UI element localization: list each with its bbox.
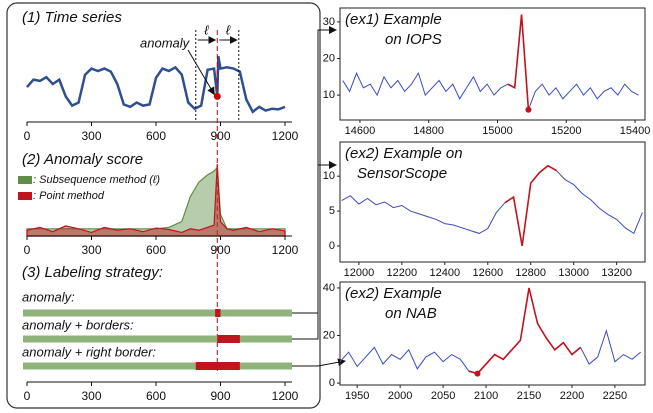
x-tick-label: 14800 — [413, 125, 444, 137]
x-tick-label: 12200 — [387, 267, 418, 279]
plot-frame — [339, 281, 646, 386]
anomaly-point — [525, 106, 532, 113]
y-tick-label: 10 — [323, 170, 335, 182]
y-tick-label: 40 — [323, 282, 335, 294]
x-tick-label: 600 — [146, 389, 166, 403]
x-tick-label: 1200 — [272, 243, 299, 257]
anomaly-label: anomaly — [140, 35, 191, 50]
series-line — [468, 287, 582, 375]
x-tick-label: 12000 — [344, 267, 375, 279]
x-tick-label: 15400 — [620, 125, 651, 137]
x-tick-label: 15200 — [551, 125, 582, 137]
x-tick-label: 0 — [24, 129, 31, 143]
y-tick-label: 20 — [323, 52, 335, 64]
x-tick-label: 900 — [210, 389, 230, 403]
label-bar — [23, 362, 292, 370]
left-panel — [6, 2, 321, 409]
row-label: anomaly: — [22, 289, 75, 304]
series-line — [342, 14, 639, 110]
x-tick-label: 13200 — [601, 267, 632, 279]
x-tick-label: 2150 — [517, 390, 541, 402]
series-area — [26, 163, 286, 237]
window-label: ℓ — [226, 22, 231, 37]
y-tick-label: 0 — [329, 377, 335, 389]
arrow — [292, 358, 346, 367]
chart-title: (2) Anomaly score — [22, 151, 143, 168]
x-tick-label: 600 — [146, 129, 166, 143]
x-tick-label: 2250 — [603, 390, 627, 402]
legend-label: : Subsequence method (ℓ) — [33, 174, 160, 186]
chart-title: on NAB — [385, 305, 437, 322]
chart-title: (3) Labeling strategy: — [22, 264, 163, 281]
x-tick-label: 0 — [24, 243, 31, 257]
arrow — [292, 161, 337, 340]
legend-swatch — [18, 192, 32, 200]
x-tick-label: 900 — [210, 129, 230, 143]
legend-swatch — [18, 176, 32, 184]
y-tick-label: 0 — [329, 240, 335, 252]
plot-frame — [339, 141, 646, 263]
x-tick-label: 1950 — [345, 390, 369, 402]
anomaly-segment — [195, 362, 240, 370]
x-tick-label: 13000 — [558, 267, 589, 279]
window-label: ℓ — [204, 22, 209, 37]
x-tick-label: 12600 — [472, 267, 503, 279]
chart-title: (ex1) Example — [345, 11, 442, 28]
anomaly-pointer — [187, 49, 215, 96]
y-tick-label: 10 — [323, 89, 335, 101]
x-tick-label: 300 — [81, 389, 101, 403]
anomaly-point — [474, 370, 481, 377]
x-tick-label: 600 — [146, 243, 166, 257]
anomaly-segment — [215, 309, 221, 317]
y-tick-label: 20 — [323, 329, 335, 341]
x-tick-label: 12400 — [430, 267, 461, 279]
x-tick-label: 14600 — [345, 125, 376, 137]
anomaly-point — [213, 92, 221, 100]
row-label: anomaly + right border: — [22, 344, 156, 359]
label-bar — [23, 335, 292, 343]
series-line — [26, 55, 286, 114]
label-bar — [23, 309, 292, 317]
chart-title: on IOPS — [385, 31, 442, 48]
x-tick-label: 15000 — [482, 125, 513, 137]
x-tick-label: 0 — [24, 389, 31, 403]
x-tick-label: 2050 — [431, 390, 455, 402]
connector-arrows — [292, 26, 346, 367]
anomaly-segment — [217, 335, 240, 343]
x-tick-label: 2100 — [474, 390, 498, 402]
x-tick-label: 2200 — [560, 390, 584, 402]
chart-title: (1) Time series — [22, 9, 122, 26]
x-tick-label: 300 — [81, 243, 101, 257]
plot-frame — [339, 7, 646, 121]
x-tick-label: 2000 — [388, 390, 412, 402]
chart-title: (ex2) Example — [345, 285, 442, 302]
y-tick-label: 30 — [323, 16, 335, 28]
chart-title: SensorScope — [357, 165, 447, 182]
x-tick-label: 1200 — [272, 389, 299, 403]
chart-title: (ex2) Example on — [345, 145, 463, 162]
x-tick-label: 300 — [81, 129, 101, 143]
row-label: anomaly + borders: — [22, 317, 134, 332]
legend-label: : Point method — [33, 190, 105, 202]
x-tick-label: 1200 — [272, 129, 299, 143]
y-tick-label: 5 — [329, 205, 335, 217]
series-line — [507, 14, 530, 110]
series-line — [504, 164, 557, 247]
x-tick-label: 12800 — [515, 267, 546, 279]
x-tick-label: 900 — [210, 243, 230, 257]
series-line — [341, 165, 643, 247]
